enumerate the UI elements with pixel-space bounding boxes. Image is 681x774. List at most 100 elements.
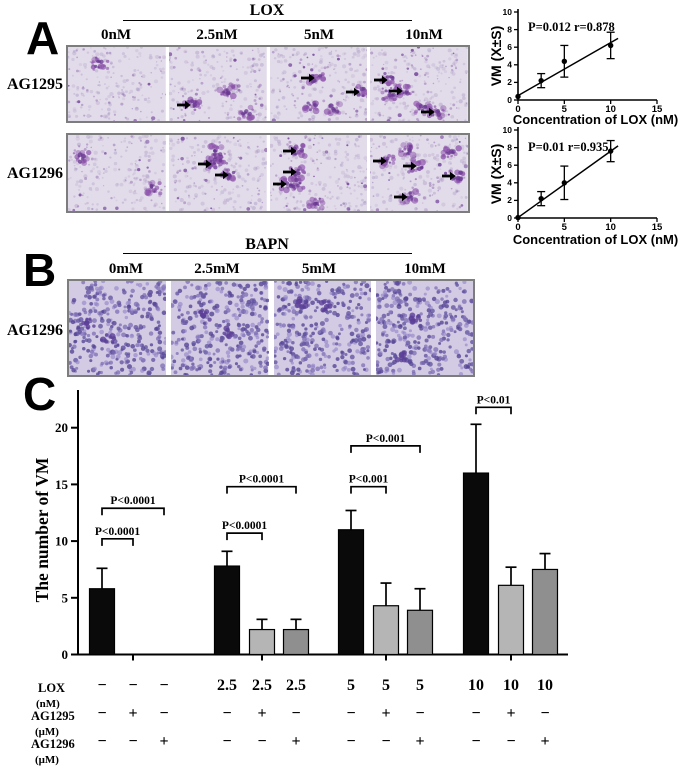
micro-image bbox=[370, 135, 468, 211]
table-value: − bbox=[159, 705, 169, 722]
panel-b-treatment-underline bbox=[123, 253, 412, 254]
svg-text:0: 0 bbox=[62, 647, 69, 662]
micro-image bbox=[375, 281, 473, 375]
svg-text:0: 0 bbox=[515, 104, 520, 115]
svg-text:0: 0 bbox=[515, 222, 520, 233]
vm-arrow-icon bbox=[283, 167, 297, 177]
vm-arrow-icon bbox=[373, 156, 387, 166]
micro-image bbox=[69, 281, 167, 375]
table-value: − bbox=[540, 705, 550, 722]
vm-arrow-icon bbox=[198, 159, 212, 169]
vm-arrow-icon bbox=[394, 192, 408, 202]
dose-label-a-1: 2.5nM bbox=[196, 27, 238, 43]
table-value: + bbox=[415, 733, 425, 750]
panel-c-letter: C bbox=[23, 368, 56, 420]
table-value: − bbox=[97, 677, 107, 694]
svg-text:VM (X±S): VM (X±S) bbox=[488, 26, 504, 87]
svg-text:5: 5 bbox=[562, 104, 568, 115]
svg-text:P=0.01 r=0.935: P=0.01 r=0.935 bbox=[528, 140, 609, 154]
svg-text:5: 5 bbox=[562, 222, 568, 233]
dose-label-a-2: 5nM bbox=[304, 27, 334, 43]
table-row-unit-ag1295: (μM) bbox=[35, 726, 59, 738]
svg-text:15: 15 bbox=[652, 104, 663, 115]
vm-arrow-icon bbox=[374, 75, 388, 85]
micro-image bbox=[273, 281, 371, 375]
table-value: + bbox=[506, 705, 516, 722]
table-value: 2.5 bbox=[217, 677, 237, 694]
table-value: − bbox=[381, 733, 391, 750]
micro-image bbox=[171, 281, 269, 375]
svg-text:Concentration of LOX (nM): Concentration of LOX (nM) bbox=[513, 112, 678, 127]
table-value: 5 bbox=[416, 677, 424, 694]
table-value: − bbox=[346, 705, 356, 722]
table-value: + bbox=[291, 733, 301, 750]
dose-label-a-0: 0nM bbox=[101, 27, 131, 43]
table-value: − bbox=[415, 705, 425, 722]
table-value: + bbox=[128, 705, 138, 722]
micro-image bbox=[68, 47, 166, 121]
svg-text:4: 4 bbox=[507, 60, 512, 70]
dose-label-a-3: 10nM bbox=[405, 27, 443, 43]
svg-text:8: 8 bbox=[507, 142, 512, 152]
panel-a-ag1295-image-strip bbox=[66, 45, 470, 123]
vm-arrow-icon bbox=[283, 146, 297, 156]
svg-text:20: 20 bbox=[55, 420, 68, 435]
svg-text:10: 10 bbox=[55, 534, 68, 549]
row-label-ag1296-a: AG1296 bbox=[7, 165, 63, 182]
table-row-label-ag1296: AG1296 bbox=[31, 737, 75, 751]
table-value: + bbox=[540, 733, 550, 750]
svg-text:2: 2 bbox=[507, 195, 512, 205]
dose-label-b-2: 5mM bbox=[301, 261, 337, 277]
vm-arrow-icon bbox=[301, 73, 315, 83]
svg-text:10: 10 bbox=[503, 125, 513, 135]
row-label-ag1296-b: AG1296 bbox=[7, 322, 63, 339]
panel-b-treatment-label: BAPN bbox=[245, 236, 289, 253]
table-value: − bbox=[257, 733, 267, 750]
row-label-ag1295: AG1295 bbox=[7, 76, 63, 93]
svg-text:0: 0 bbox=[507, 95, 512, 105]
vm-arrow-icon bbox=[215, 170, 229, 180]
table-value: − bbox=[128, 733, 138, 750]
panel-b-ag1296-image-strip bbox=[67, 279, 475, 377]
table-value: 2.5 bbox=[252, 677, 272, 694]
svg-text:10: 10 bbox=[605, 222, 616, 233]
table-row-label-ag1295: AG1295 bbox=[31, 709, 75, 723]
svg-text:10: 10 bbox=[605, 104, 616, 115]
vm-arrow-icon bbox=[442, 171, 456, 181]
svg-text:P<0.0001: P<0.0001 bbox=[239, 474, 284, 486]
table-value: + bbox=[159, 733, 169, 750]
table-value: − bbox=[97, 733, 107, 750]
vm-arrow-icon bbox=[403, 161, 417, 171]
micro-image bbox=[68, 135, 166, 211]
svg-text:P<0.0001: P<0.0001 bbox=[110, 495, 155, 507]
vm-arrow-icon bbox=[273, 179, 287, 189]
table-value: − bbox=[222, 733, 232, 750]
svg-text:6: 6 bbox=[507, 42, 512, 52]
table-value: 5 bbox=[382, 677, 390, 694]
svg-text:P=0.012 r=0.878: P=0.012 r=0.878 bbox=[528, 20, 615, 34]
svg-text:Concentration of LOX (nM): Concentration of LOX (nM) bbox=[513, 232, 678, 247]
vm-arrow-icon bbox=[389, 86, 403, 96]
svg-text:5: 5 bbox=[62, 590, 69, 605]
svg-text:4: 4 bbox=[507, 178, 512, 188]
vm-arrow-icon bbox=[421, 107, 435, 117]
svg-text:15: 15 bbox=[652, 222, 663, 233]
svg-text:8: 8 bbox=[507, 24, 512, 34]
table-value: − bbox=[506, 733, 516, 750]
table-value: − bbox=[346, 733, 356, 750]
svg-text:P<0.01: P<0.01 bbox=[477, 394, 511, 406]
dose-label-b-3: 10mM bbox=[404, 261, 446, 277]
svg-text:15: 15 bbox=[55, 477, 69, 492]
panel-a-treatment-underline bbox=[123, 20, 412, 21]
table-value: + bbox=[381, 705, 391, 722]
table-value: − bbox=[97, 705, 107, 722]
table-row-unit-lox: (nM) bbox=[36, 698, 60, 710]
panel-a-ag1296-image-strip bbox=[66, 133, 470, 213]
table-value: − bbox=[128, 677, 138, 694]
svg-text:P<0.001: P<0.001 bbox=[349, 474, 389, 486]
svg-text:The number of VM: The number of VM bbox=[32, 457, 52, 602]
dose-label-b-0: 0mM bbox=[108, 261, 144, 277]
table-value: 5 bbox=[347, 677, 355, 694]
